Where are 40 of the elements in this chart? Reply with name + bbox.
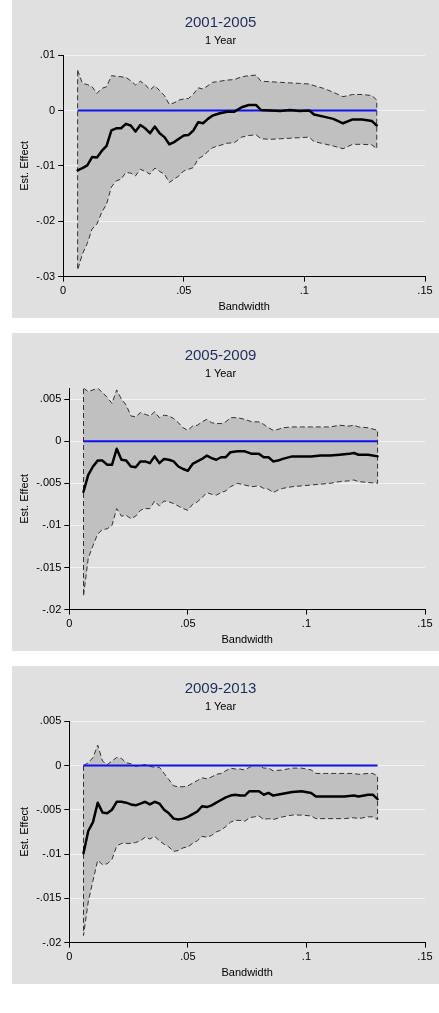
chart-subtitle: 1 Year	[204, 33, 237, 46]
chart-subtitle: 1 Year	[204, 366, 237, 379]
x-tick-label: .15	[417, 284, 433, 297]
x-tick-label: .05	[180, 950, 196, 963]
x-axis-title: Bandwidth	[218, 300, 270, 313]
x-tick-label: .1	[301, 617, 312, 630]
chart-title: 2001-2005	[184, 13, 257, 31]
x-tick-label: .15	[417, 950, 433, 963]
x-tick-label: .05	[180, 617, 196, 630]
y-tick-label: 0	[55, 758, 62, 771]
y-tick-label: -.01	[42, 518, 62, 531]
y-tick-label: -.02	[42, 935, 62, 948]
x-tick-label: 0	[66, 950, 73, 963]
x-tick-label: .05	[176, 284, 192, 297]
x-tick-label: .1	[299, 284, 309, 297]
x-axis-title: Bandwidth	[221, 633, 273, 646]
y-axis-title: Est. Effect	[17, 806, 30, 857]
x-tick-label: 0	[66, 617, 73, 630]
y-tick-label: -.005	[36, 802, 62, 815]
x-axis-title: Bandwidth	[221, 966, 273, 979]
y-tick-label: -.015	[36, 560, 62, 573]
y-tick-label: .005	[39, 714, 62, 727]
y-tick-label: -.005	[36, 476, 62, 489]
y-tick-label: -.015	[36, 891, 62, 904]
chart-title: 2009-2013	[184, 679, 257, 697]
y-tick-label: .005	[39, 392, 62, 405]
y-axis-title: Est. Effect	[17, 473, 30, 524]
y-tick-label: 0	[49, 103, 56, 116]
y-tick-label: -.03	[36, 269, 56, 282]
y-tick-label: -.02	[36, 214, 56, 227]
y-axis-title: Est. Effect	[17, 140, 30, 191]
chart-title: 2005-2009	[184, 346, 257, 364]
y-tick-label: -.01	[36, 158, 56, 171]
y-tick-label: -.01	[42, 847, 62, 860]
chart-subtitle: 1 Year	[204, 699, 237, 712]
y-tick-label: .01	[39, 48, 56, 61]
y-tick-label: 0	[55, 434, 62, 447]
x-tick-label: .15	[417, 617, 433, 630]
y-tick-label: -.02	[42, 602, 62, 615]
x-tick-label: .1	[301, 950, 312, 963]
